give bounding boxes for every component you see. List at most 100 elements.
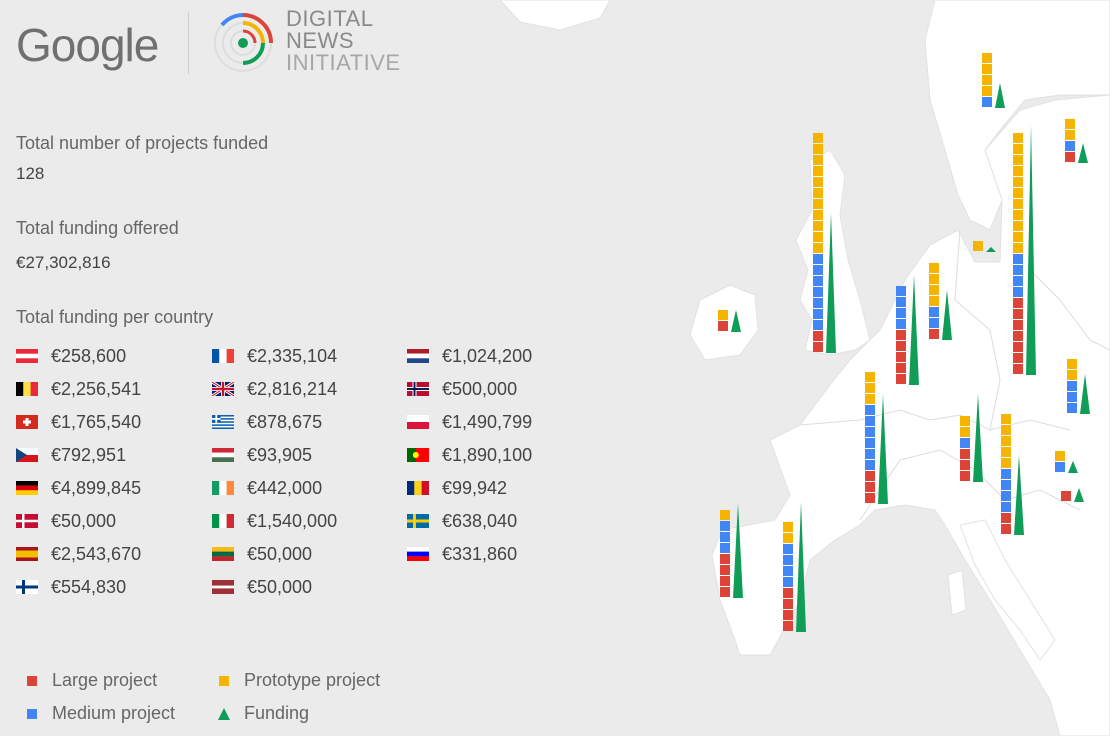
prototype-project-square: [1001, 414, 1011, 424]
country-row-germany: €4,899,845: [16, 477, 141, 499]
large-project-square: [783, 621, 793, 631]
country-row-denmark: €50,000: [16, 510, 116, 532]
country-amount: €2,335,104: [247, 345, 338, 366]
country-row-netherlands: €1,024,200: [407, 345, 532, 367]
large-project-square: [813, 342, 823, 352]
country-amount: €50,000: [247, 576, 313, 597]
funding-triangle: [1080, 374, 1090, 414]
prototype-square-icon: [218, 675, 230, 686]
legend-funding: Funding: [218, 703, 309, 724]
country-amount: €638,040: [442, 510, 518, 531]
prototype-project-square: [960, 427, 970, 437]
medium-project-square: [960, 438, 970, 448]
prototype-project-square: [1067, 370, 1077, 380]
prototype-project-square: [720, 510, 730, 520]
country-row-slovenia: €331,860: [407, 543, 517, 565]
prototype-project-square: [1013, 243, 1023, 253]
country-amount: €93,905: [247, 444, 313, 465]
funding-triangle: [1068, 461, 1078, 473]
funding-triangle: [1078, 143, 1088, 163]
country-row-ireland: €442,000: [212, 477, 322, 499]
medium-project-square: [1001, 480, 1011, 490]
medium-square-icon: [26, 708, 38, 719]
country-marker: [1013, 125, 1036, 375]
netherlands-flag-icon: [407, 349, 429, 363]
prototype-project-square: [1013, 144, 1023, 154]
prototype-project-square: [1065, 119, 1075, 129]
large-project-square: [1013, 298, 1023, 308]
country-row-united-kingdom: €2,816,214: [212, 378, 337, 400]
medium-project-square: [865, 438, 875, 448]
country-row-czech-republic: €792,951: [16, 444, 126, 466]
large-project-square: [1013, 320, 1023, 330]
medium-project-square: [865, 460, 875, 470]
medium-project-square: [1067, 392, 1077, 402]
country-marker: [982, 53, 1005, 108]
medium-project-square: [1001, 491, 1011, 501]
large-project-square: [896, 374, 906, 384]
lithuania-flag-icon: [212, 547, 234, 561]
prototype-project-square: [813, 144, 823, 154]
country-amount: €4,899,845: [51, 477, 142, 498]
prototype-project-square: [813, 199, 823, 209]
funding-triangle: [733, 503, 743, 598]
funding-triangle: [826, 213, 836, 353]
medium-project-square: [896, 286, 906, 296]
italy-flag-icon: [212, 514, 234, 528]
large-project-square: [1013, 364, 1023, 374]
medium-project-square: [1013, 265, 1023, 275]
spain-flag-icon: [16, 547, 38, 561]
prototype-project-square: [783, 522, 793, 532]
prototype-project-square: [1001, 425, 1011, 435]
country-amount: €1,765,540: [51, 411, 142, 432]
legend-medium-label: Medium project: [52, 703, 176, 723]
prototype-project-square: [813, 166, 823, 176]
large-project-square: [896, 352, 906, 362]
medium-project-square: [1067, 403, 1077, 413]
legend-large-label: Large project: [52, 670, 158, 690]
country-marker: [813, 133, 836, 353]
country-row-finland: €554,830: [16, 576, 126, 598]
prototype-project-square: [1065, 130, 1075, 140]
large-project-square: [1013, 309, 1023, 319]
funding-offered-label: Total funding offered: [16, 218, 179, 238]
country-amount: €878,675: [247, 411, 323, 432]
funding-triangle: [1074, 488, 1084, 502]
medium-project-square: [1067, 381, 1077, 391]
large-project-square: [720, 565, 730, 575]
prototype-project-square: [813, 188, 823, 198]
medium-project-square: [1013, 276, 1023, 286]
portugal-flag-icon: [407, 448, 429, 462]
large-project-square: [896, 330, 906, 340]
projects-funded-value: 128: [16, 164, 45, 183]
finland-flag-icon: [16, 580, 38, 594]
country-amount: €50,000: [247, 543, 313, 564]
medium-project-square: [720, 532, 730, 542]
large-project-square: [960, 460, 970, 470]
brand-divider: [188, 12, 189, 74]
country-marker: [865, 372, 888, 504]
country-amount: €258,600: [51, 345, 127, 366]
prototype-project-square: [813, 243, 823, 253]
country-row-hungary: €93,905: [212, 444, 312, 466]
country-amount: €554,830: [51, 576, 127, 597]
medium-project-square: [813, 320, 823, 330]
large-project-square: [960, 449, 970, 459]
belgium-flag-icon: [16, 382, 38, 396]
prototype-project-square: [982, 64, 992, 74]
large-project-square: [896, 341, 906, 351]
country-row-greece: €878,675: [212, 411, 322, 433]
large-project-square: [896, 363, 906, 373]
country-row-switzerland: €1,765,540: [16, 411, 141, 433]
slovenia-flag-icon: [407, 547, 429, 561]
medium-project-square: [813, 265, 823, 275]
medium-project-square: [865, 427, 875, 437]
medium-project-square: [783, 566, 793, 576]
medium-project-square: [896, 319, 906, 329]
medium-project-square: [896, 297, 906, 307]
country-amount: €2,256,541: [51, 378, 142, 399]
prototype-project-square: [929, 296, 939, 306]
prototype-project-square: [865, 394, 875, 404]
hungary-flag-icon: [212, 448, 234, 462]
